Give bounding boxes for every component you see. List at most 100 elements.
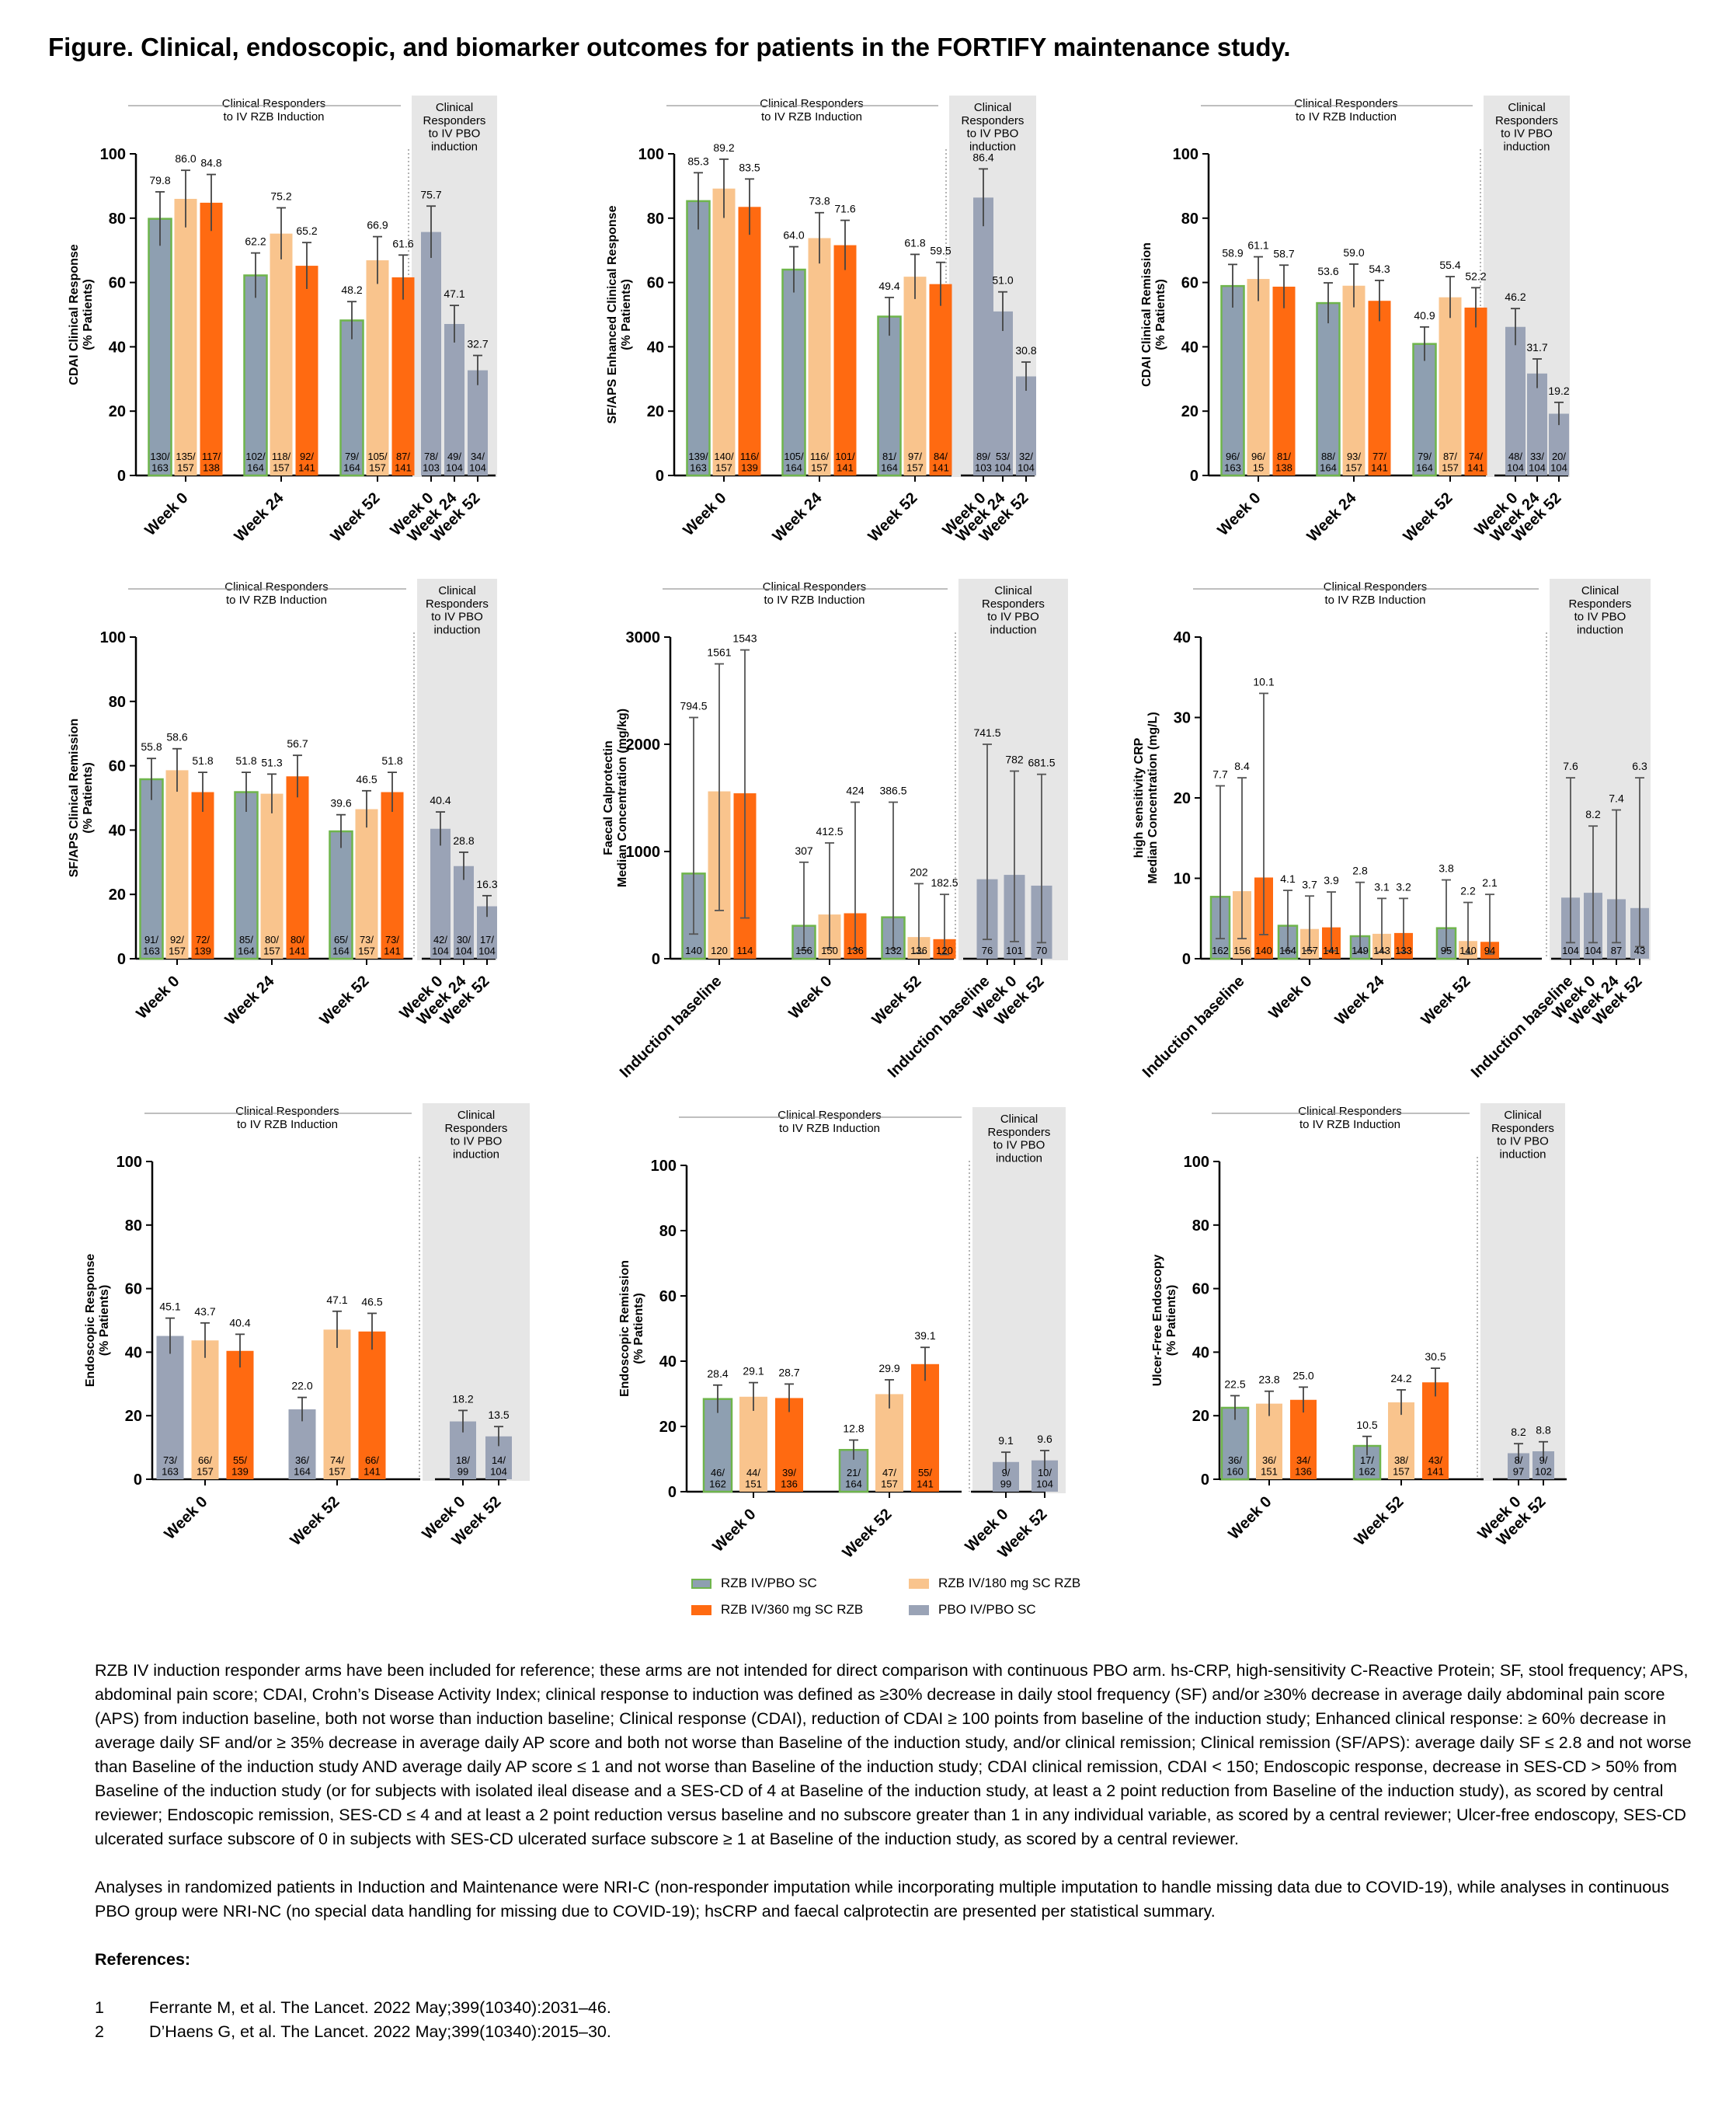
data-label: 49.4 — [878, 280, 899, 292]
group-header-rzb: Clinical Responders to IV RZB Induction — [1324, 580, 1427, 607]
data-label: 75.2 — [270, 190, 291, 202]
n-label: 164 — [1279, 945, 1296, 956]
data-label: 28.7 — [778, 1366, 799, 1378]
group-header-rzb: Clinical Responders to IV RZB Induction — [1294, 97, 1397, 124]
group-header-pbo: Clinical Responders to IV PBO induction — [1491, 1109, 1554, 1161]
n-label: 17/104 — [478, 934, 496, 957]
data-label: 86.0 — [175, 152, 196, 165]
y-tick-label: 80 — [647, 211, 664, 228]
data-label: 22.5 — [1224, 1377, 1245, 1390]
data-label: 3.7 — [1302, 878, 1317, 890]
figure-title: Figure. Clinical, endoscopic, and biomar… — [48, 33, 1291, 61]
x-tick-label: Week 0 — [141, 489, 191, 539]
y-tick-label: 60 — [109, 275, 126, 292]
n-label: 18/99 — [456, 1454, 470, 1478]
data-label: 794.5 — [680, 700, 707, 712]
bar — [903, 277, 927, 475]
group-header-rzb: Clinical Responders to IV RZB Induction — [235, 1105, 339, 1131]
data-label: 51.8 — [235, 754, 256, 767]
bar — [329, 830, 353, 960]
data-label: 8.4 — [1234, 760, 1250, 772]
y-tick-label: 40 — [109, 339, 126, 356]
bar — [139, 778, 164, 960]
n-label: 120 — [711, 945, 728, 956]
group-header-pbo: Clinical Responders to IV PBO induction — [423, 101, 486, 153]
bar — [226, 1350, 254, 1479]
data-label: 2.8 — [1352, 865, 1368, 877]
data-label: 12.8 — [843, 1423, 864, 1435]
x-tick-label: Week 24 — [1332, 972, 1389, 1029]
data-label: 55.8 — [141, 740, 162, 753]
n-label: 132 — [885, 945, 902, 956]
bar — [1220, 1406, 1250, 1481]
n-label: 140 — [1255, 945, 1272, 956]
n-label: 84/141 — [932, 451, 949, 474]
data-label: 3.1 — [1374, 880, 1390, 893]
data-label: 55.4 — [1439, 259, 1460, 271]
bar — [454, 865, 474, 959]
bar — [270, 233, 293, 475]
group-header-rzb: Clinical Responders to IV RZB Induction — [760, 97, 863, 124]
reference-number: 2 — [95, 2022, 104, 2041]
x-tick-label: Week 24 — [770, 489, 826, 545]
bar — [1527, 373, 1547, 475]
n-label: 74/141 — [1467, 451, 1484, 474]
n-label: 77/141 — [1371, 451, 1388, 474]
data-label: 58.7 — [1273, 247, 1294, 259]
n-label: 162 — [1212, 945, 1229, 956]
bar — [234, 791, 259, 960]
y-tick-label: 0 — [668, 1484, 677, 1501]
n-label: 104 — [1585, 945, 1602, 956]
n-label: 21/164 — [845, 1467, 862, 1490]
chart-panel: Clinical Responders to IV RZB Induction Cl… — [84, 1103, 530, 1549]
y-tick-label: 60 — [659, 1288, 677, 1305]
group-header-pbo: Clinical Responders to IV PBO induction — [962, 101, 1025, 153]
data-label: 73.8 — [809, 195, 830, 207]
bar — [260, 793, 284, 959]
data-label: 6.3 — [1632, 760, 1647, 772]
bar — [686, 200, 711, 477]
n-label: 53/104 — [994, 451, 1011, 474]
n-label: 10/104 — [1036, 1467, 1053, 1490]
x-tick-label: Induction baseline — [617, 973, 725, 1081]
n-label: 44/151 — [745, 1467, 762, 1490]
y-tick-label: 80 — [1192, 1217, 1209, 1235]
n-label: 130/163 — [150, 451, 170, 474]
footnote-analysis: Analyses in randomized patients in Induc… — [95, 1878, 1669, 1921]
bar — [712, 188, 736, 475]
data-label: 29.9 — [878, 1362, 899, 1374]
bar — [243, 274, 268, 477]
y-tick-label: 40 — [1181, 339, 1199, 356]
y-tick-label: 20 — [1192, 1408, 1209, 1425]
footnotes: RZB IV induction responder arms have bee… — [95, 1659, 1695, 2044]
n-label: 36/164 — [294, 1454, 311, 1478]
legend-swatch-orange — [691, 1604, 711, 1615]
x-tick-label: Week 52 — [317, 973, 373, 1029]
x-tick-label: Week 0 — [161, 1493, 210, 1543]
bar — [1422, 1382, 1449, 1479]
n-label: 80/157 — [263, 934, 280, 957]
bar — [156, 1336, 184, 1479]
y-tick-label: 40 — [125, 1344, 142, 1361]
data-label: 40.4 — [430, 794, 451, 806]
data-label: 79.8 — [149, 174, 170, 186]
chart-panel: Clinical Responders to IV RZB Induction Cl… — [1140, 96, 1570, 545]
x-tick-label: Week 52 — [865, 489, 921, 545]
reference-text: D’Haens G, et al. The Lancet. 2022 May;3… — [149, 2022, 611, 2041]
n-label: 91/163 — [143, 934, 160, 957]
bar — [200, 202, 223, 475]
n-label: 34/136 — [1295, 1454, 1312, 1478]
data-label: 85.3 — [687, 155, 708, 167]
x-tick-label: Week 24 — [231, 489, 288, 545]
bar — [421, 232, 441, 475]
data-label: 1543 — [732, 632, 757, 645]
y-tick-label: 60 — [1181, 275, 1199, 292]
n-label: 78/103 — [423, 451, 440, 474]
data-label: 58.6 — [166, 731, 187, 744]
references-heading: References: — [95, 1950, 191, 1969]
reference-item: 1 Ferrante M, et al. The Lancet. 2022 Ma… — [95, 1996, 1695, 2020]
x-tick-label: Week 0 — [1225, 1493, 1275, 1543]
bar — [323, 1329, 351, 1479]
bar — [1247, 279, 1270, 475]
y-tick-label: 2000 — [626, 737, 661, 754]
